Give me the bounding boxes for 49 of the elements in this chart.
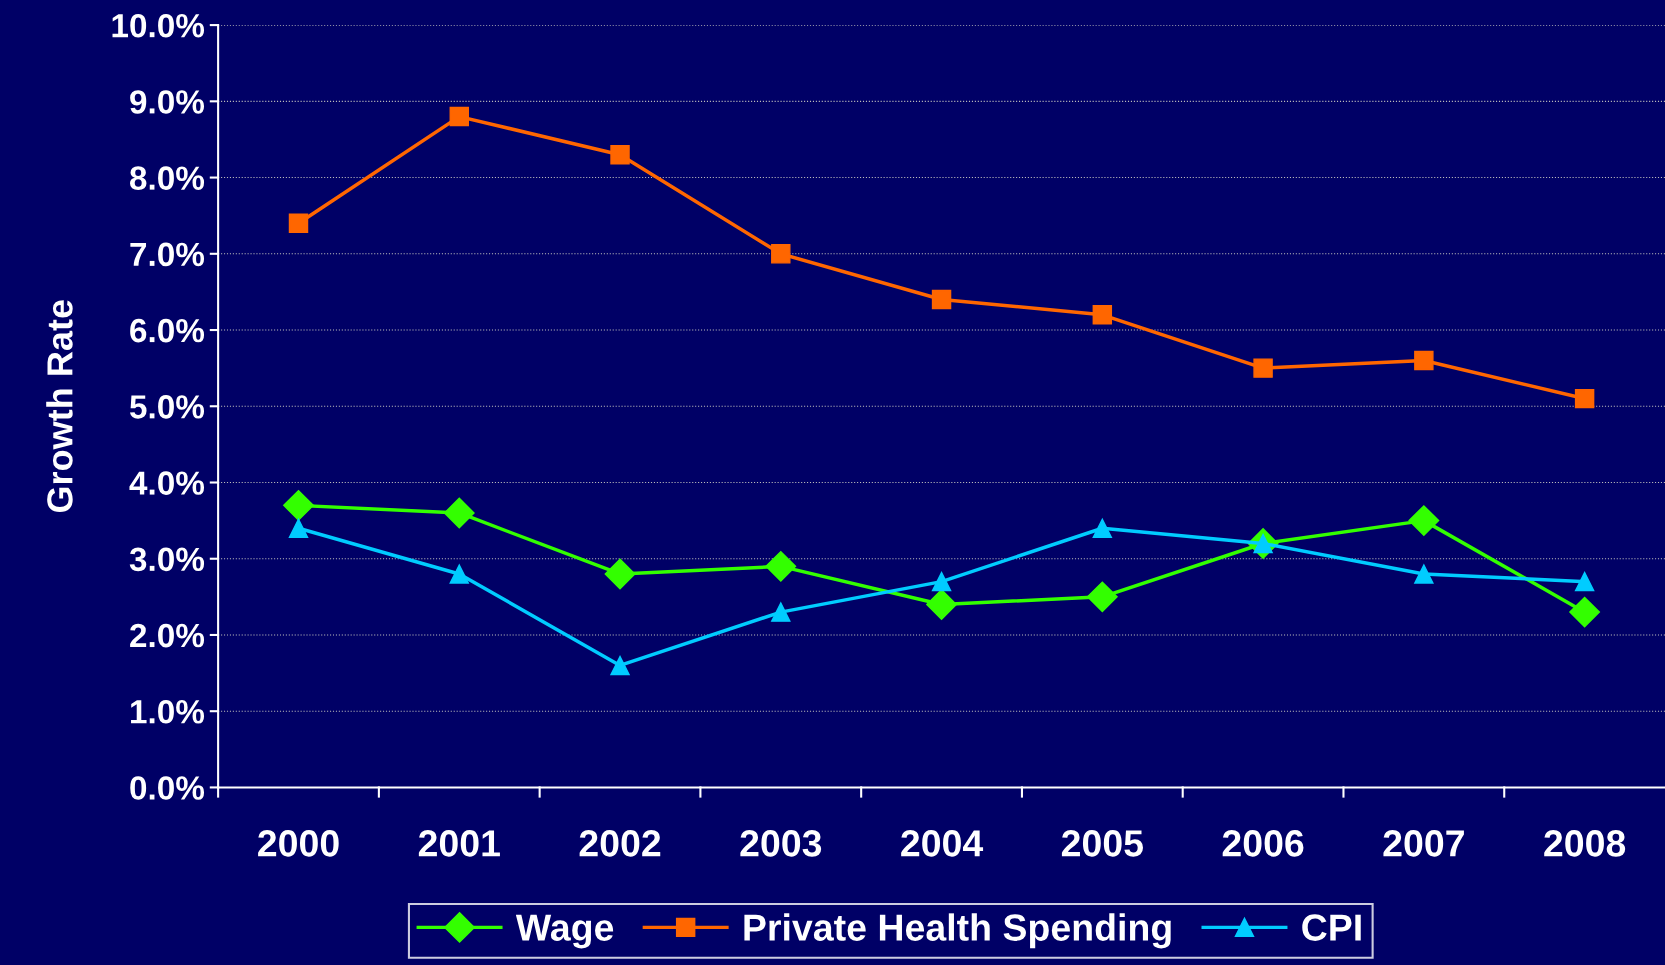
point — [288, 518, 309, 538]
legend-label: Wage — [515, 914, 614, 949]
point — [449, 106, 469, 127]
point — [931, 289, 952, 310]
y-tick-label: 3.0% — [129, 547, 205, 572]
point — [771, 602, 791, 622]
point — [926, 589, 957, 620]
y-axis-title: Growth Rate — [46, 300, 73, 513]
x-tick-label: 2005 — [1061, 830, 1143, 857]
y-tick-label: 8.0% — [130, 166, 205, 190]
y-tick-label: 7.0% — [130, 242, 205, 267]
x-tick-label: 2000 — [258, 830, 339, 857]
point — [610, 144, 630, 165]
point — [1092, 518, 1113, 538]
legend-label: Private Health Spending — [744, 913, 1171, 949]
point — [1414, 350, 1434, 371]
y-tick-label: 4.0% — [129, 471, 205, 495]
y-tick-label: 1.0% — [131, 700, 205, 724]
y-tick-label: 6.0% — [130, 318, 205, 343]
point — [449, 564, 469, 584]
point — [931, 571, 952, 592]
x-tick-label: 2004 — [901, 830, 984, 857]
point — [283, 489, 314, 521]
x-tick-label: 2002 — [579, 830, 661, 857]
x-tick-label: 2007 — [1383, 830, 1464, 857]
y-tick-label: 2.0% — [130, 623, 205, 648]
y-tick-label: 9.0% — [130, 90, 205, 114]
point — [765, 550, 797, 582]
point — [1253, 358, 1273, 378]
x-tick-label: 2008 — [1544, 830, 1626, 857]
point — [1086, 581, 1118, 613]
x-tick-label: 2006 — [1222, 830, 1304, 857]
point — [1569, 596, 1601, 628]
x-tick-label: 2001 — [418, 830, 500, 857]
point — [604, 558, 636, 590]
y-tick-label: 10.0% — [112, 13, 205, 38]
point — [1414, 564, 1434, 584]
point — [1574, 388, 1595, 409]
y-tick-label: 5.0% — [129, 395, 205, 419]
point — [443, 497, 475, 529]
point — [610, 655, 630, 676]
point — [1574, 571, 1595, 592]
point — [771, 244, 791, 264]
point — [288, 213, 309, 234]
point — [1408, 505, 1440, 537]
legend-label: CPI — [1302, 914, 1361, 941]
y-tick-label: 0.0% — [130, 776, 205, 800]
point — [1092, 305, 1113, 325]
x-tick-label: 2003 — [740, 830, 822, 857]
